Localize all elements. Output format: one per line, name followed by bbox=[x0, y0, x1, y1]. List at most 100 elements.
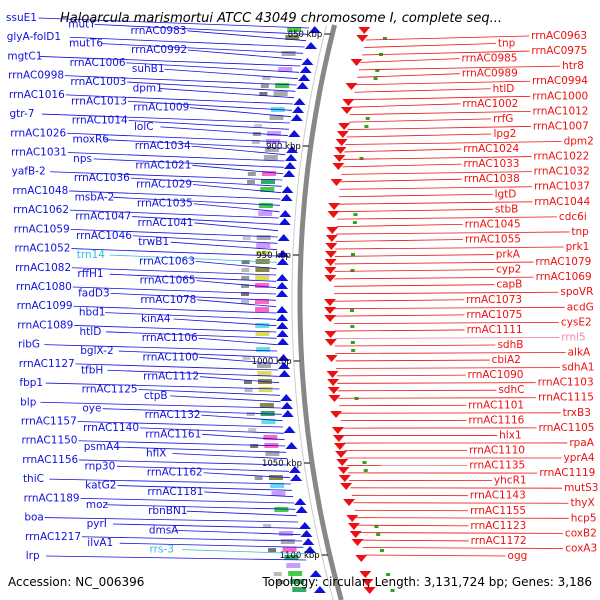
leader-line bbox=[348, 118, 492, 123]
feature-block bbox=[248, 428, 257, 432]
rna-marker bbox=[352, 221, 357, 224]
gene-label-left: rrnAC0992 bbox=[131, 44, 187, 56]
cog-category-block bbox=[255, 323, 270, 328]
gene-label-right: thyX bbox=[570, 497, 594, 509]
leader-line bbox=[341, 171, 532, 175]
cog-category-block bbox=[255, 283, 270, 288]
gene-label-right: rrnAC1110 bbox=[469, 444, 525, 456]
minus-strand-gene bbox=[338, 475, 351, 482]
gene-label-right: rrnAC0963 bbox=[531, 30, 587, 42]
rna-marker bbox=[362, 461, 367, 464]
leader-line bbox=[347, 126, 531, 130]
cog-category-block bbox=[255, 299, 270, 304]
gene-label-left: rrnAC1112 bbox=[143, 371, 199, 383]
leader-line bbox=[40, 401, 282, 409]
gene-label-right: rrnAC1172 bbox=[471, 535, 527, 547]
cog-category-block bbox=[255, 251, 270, 256]
feature-block bbox=[252, 132, 261, 136]
minus-strand-gene bbox=[363, 587, 376, 594]
plus-strand-gene bbox=[276, 274, 289, 281]
leader-line bbox=[197, 299, 277, 308]
feature-block bbox=[254, 476, 263, 480]
gene-label-right: dpm2 bbox=[564, 136, 594, 148]
leader-line bbox=[182, 549, 305, 555]
leader-line bbox=[117, 485, 293, 491]
plus-strand-gene bbox=[294, 498, 307, 505]
gene-label-left: rrnAC1063 bbox=[139, 255, 195, 267]
leader-line bbox=[335, 246, 564, 250]
gene-label-right: cyp2 bbox=[496, 264, 521, 276]
gene-label-right: hcp5 bbox=[571, 512, 597, 524]
leader-line bbox=[190, 107, 291, 118]
gene-label-left: nps bbox=[73, 153, 92, 165]
feature-block bbox=[254, 124, 263, 128]
rna-marker bbox=[379, 549, 384, 552]
leader-line bbox=[336, 231, 570, 235]
plus-strand-gene bbox=[288, 466, 301, 473]
plus-strand-gene bbox=[299, 66, 312, 73]
gene-label-right: rrnAC1037 bbox=[534, 181, 590, 193]
gene-label-left: rrs-3 bbox=[150, 544, 174, 556]
gene-label-left: rrnAC1162 bbox=[147, 467, 203, 479]
plus-strand-gene bbox=[301, 58, 314, 65]
leader-line bbox=[361, 539, 469, 542]
gene-label-right: rrnAC1119 bbox=[539, 467, 595, 479]
gene-label-right: rrnAC1007 bbox=[533, 120, 589, 132]
gene-label-left: rrnAC1016 bbox=[9, 89, 65, 101]
gene-label-left: rrnAC1062 bbox=[13, 204, 69, 216]
plus-strand-gene bbox=[280, 194, 293, 201]
cog-category-block bbox=[255, 331, 270, 336]
leader-line bbox=[46, 555, 307, 561]
rna-marker bbox=[364, 125, 369, 128]
leader-line bbox=[333, 299, 465, 302]
minus-strand-gene bbox=[324, 331, 337, 338]
gene-label-right: stbB bbox=[495, 203, 518, 215]
gene-label-right: prkA bbox=[496, 249, 521, 261]
plus-strand-gene bbox=[309, 570, 322, 577]
gene-label-left: lrp bbox=[26, 550, 40, 562]
gene-label-left: suhB1 bbox=[132, 63, 165, 75]
rna-marker bbox=[375, 69, 380, 72]
leader-line bbox=[109, 254, 277, 263]
gene-label-left: rrnAC1036 bbox=[74, 172, 130, 184]
gene-label-left: rbnBN1 bbox=[148, 505, 187, 517]
rna-marker bbox=[373, 77, 378, 80]
gene-label-right: rrnAC0985 bbox=[462, 53, 518, 65]
leader-line bbox=[69, 209, 279, 219]
gene-label-right: coxB2 bbox=[565, 527, 597, 539]
gene-label-right: rrnAC1103 bbox=[538, 377, 594, 389]
minus-strand-gene bbox=[349, 531, 362, 538]
gene-label-left: mutT6 bbox=[69, 38, 103, 50]
feature-block bbox=[259, 92, 268, 96]
leader-line bbox=[170, 241, 278, 251]
minus-strand-gene bbox=[336, 131, 349, 138]
gene-label-left: fbp1 bbox=[19, 377, 43, 389]
plus-strand-gene bbox=[279, 210, 292, 217]
leader-line bbox=[337, 389, 497, 392]
gene-label-right: mutS3 bbox=[564, 482, 598, 494]
gene-label-right: rrnAC1000 bbox=[532, 90, 588, 102]
gene-label-right: hlx1 bbox=[499, 429, 521, 441]
leader-line bbox=[357, 73, 460, 78]
cog-category-block bbox=[265, 451, 280, 456]
minus-strand-gene bbox=[324, 251, 337, 258]
cog-category-block bbox=[285, 35, 300, 40]
cog-category-block bbox=[261, 179, 276, 184]
cog-category-block bbox=[258, 211, 273, 216]
minus-strand-gene bbox=[347, 523, 360, 530]
gene-label-right: rrnAC1038 bbox=[464, 173, 520, 185]
plus-strand-gene bbox=[284, 154, 297, 161]
minus-strand-gene bbox=[334, 147, 347, 154]
leader-line bbox=[203, 472, 291, 479]
gene-label-left: kinA4 bbox=[141, 313, 171, 325]
gene-label-left: trwB1 bbox=[138, 236, 169, 248]
gene-label-left: rrnAC1065 bbox=[140, 275, 196, 287]
gene-label-left: yafB-2 bbox=[12, 166, 46, 178]
leader-line bbox=[194, 222, 279, 232]
leader-line bbox=[107, 369, 279, 377]
gene-label-right: rrnAC1090 bbox=[468, 369, 524, 381]
gene-label-right: rrnAC1135 bbox=[469, 460, 525, 472]
plus-strand-gene bbox=[276, 330, 289, 337]
gene-label-right: rrnAC1143 bbox=[470, 490, 526, 502]
gene-label-left: rrnAC1106 bbox=[142, 332, 198, 344]
